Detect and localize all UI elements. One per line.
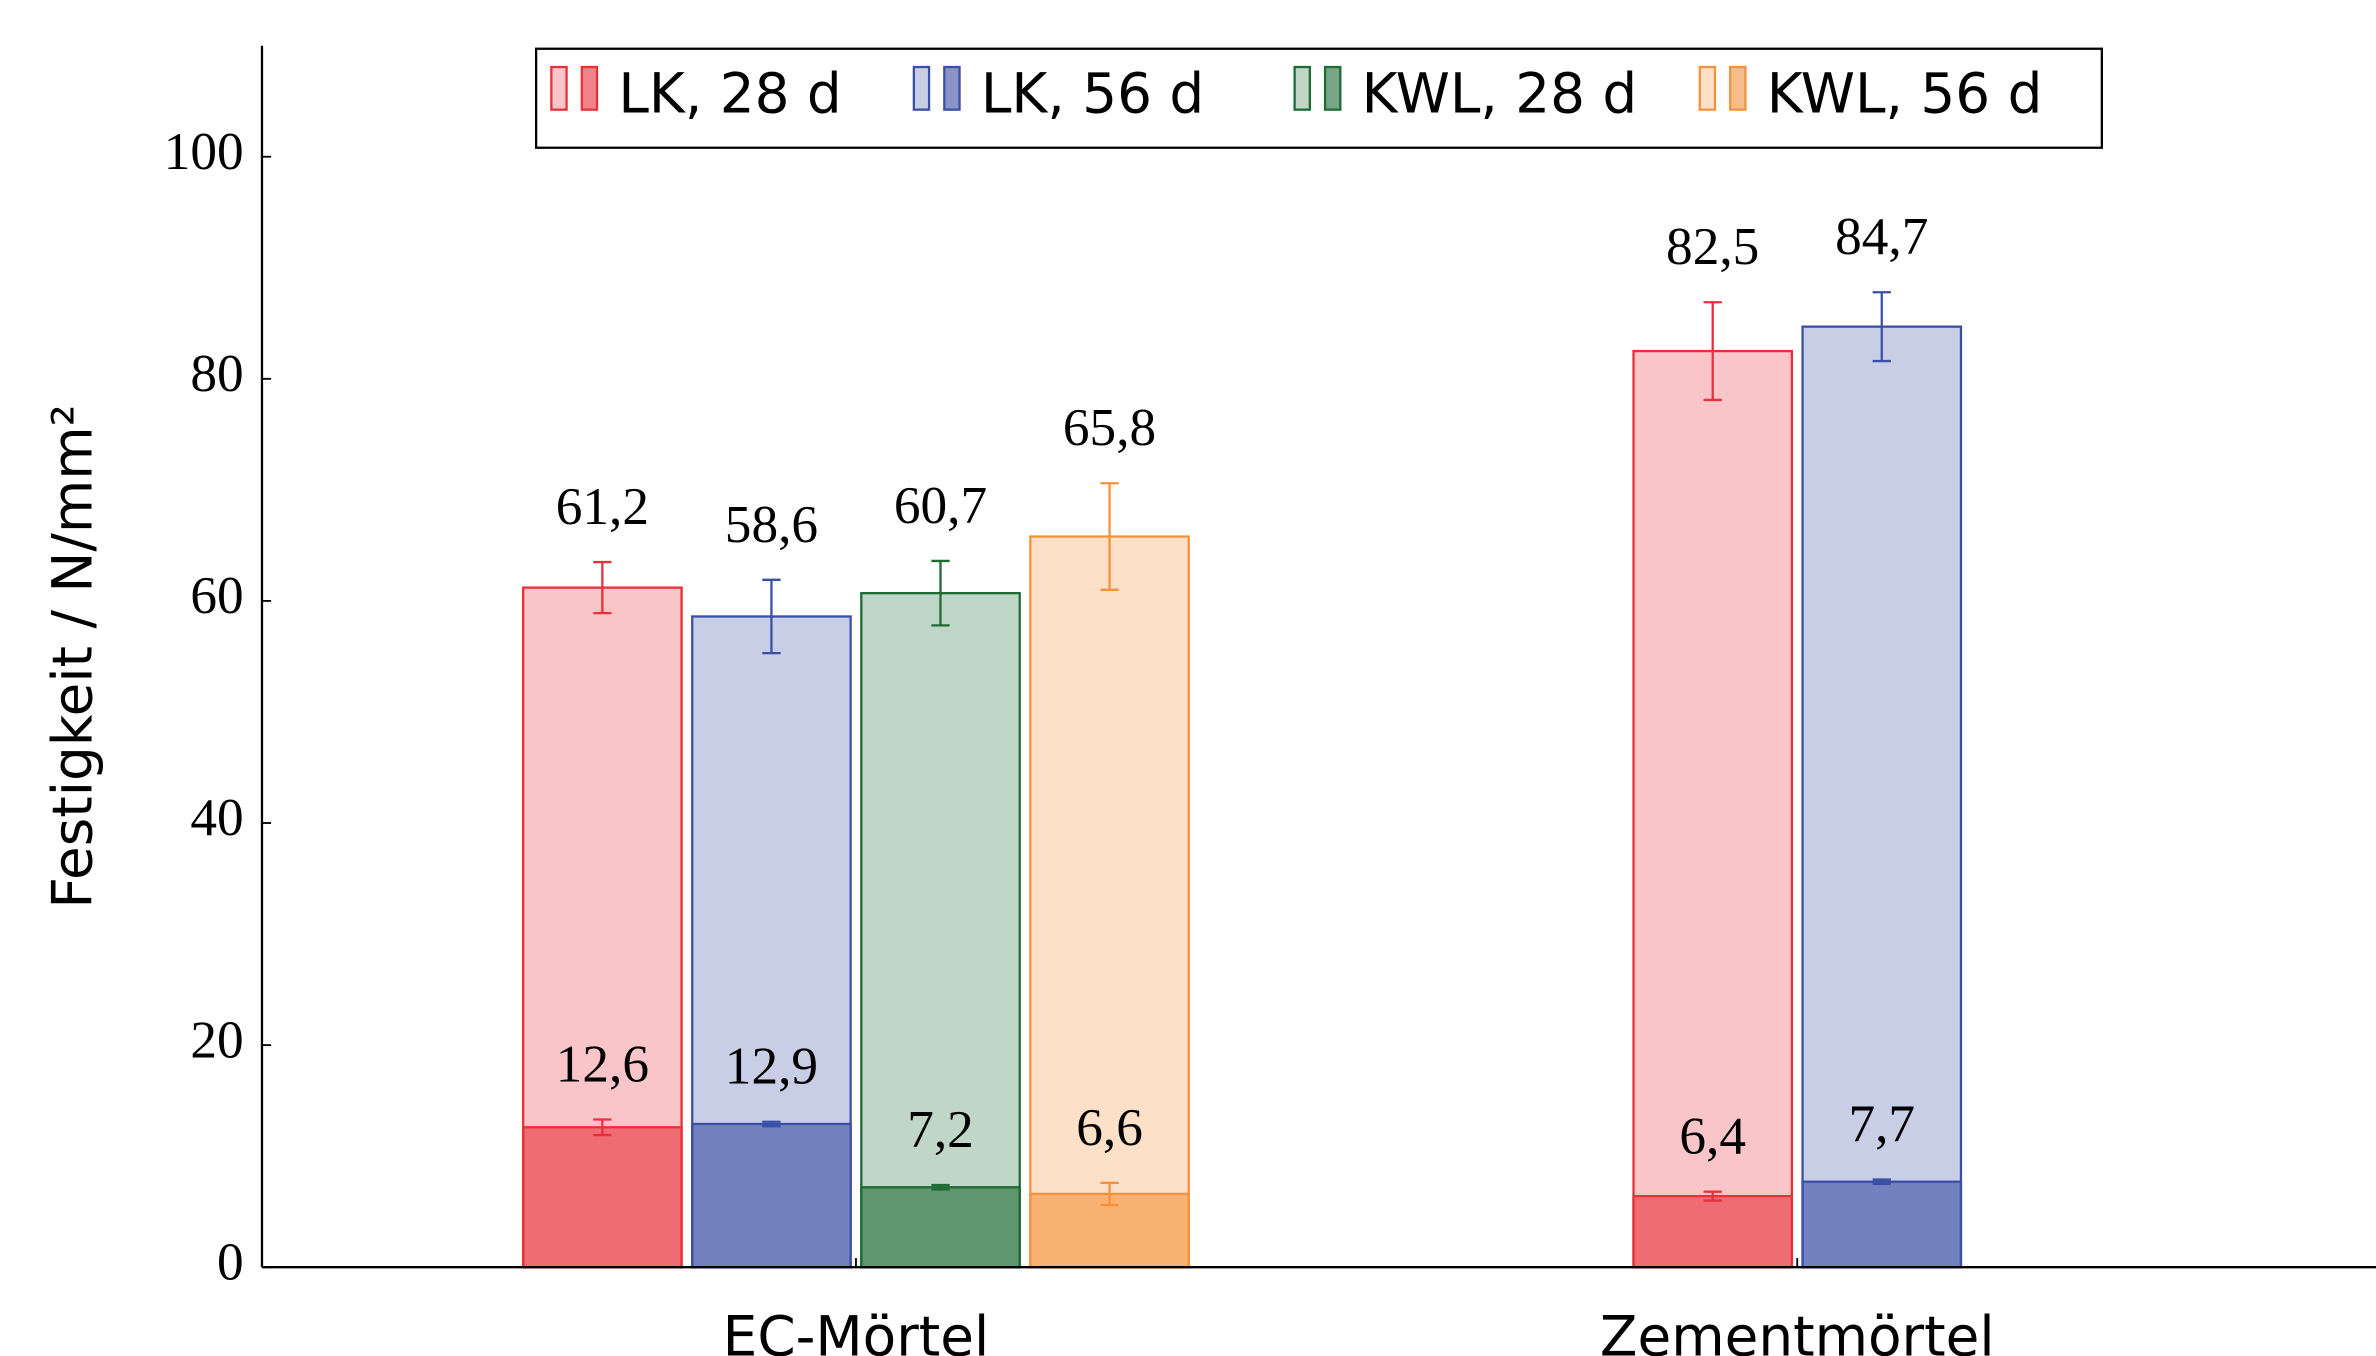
legend: LK, 28 d LK, 56 d KWL, 28 d KWL, 56 d [534,47,2103,149]
error-bar [1703,1190,1722,1202]
value-label: 61,2 [556,477,649,536]
legend-swatch [1729,65,1747,111]
error-bar [931,559,950,627]
error-bar [1100,482,1119,591]
bar [1632,1194,1794,1269]
error-bar [1100,1181,1119,1207]
legend-swatch [943,65,961,111]
bar [1029,535,1190,1269]
value-label: 12,6 [556,1034,649,1093]
bar [691,1122,852,1269]
error-bar [593,1118,612,1137]
value-label: 65,8 [1063,398,1156,457]
y-tick-label: 100 [164,122,244,181]
legend-swatch [550,65,568,111]
y-tick-label: 40 [190,788,243,847]
bar [860,1186,1021,1269]
value-label: 58,6 [725,495,818,554]
y-tick-label: 80 [190,344,243,403]
legend-label: LK, 28 d [618,62,841,126]
error-bar [1703,301,1722,402]
y-tick-label: 0 [217,1232,244,1291]
value-label: 6,4 [1679,1107,1746,1166]
error-bar [1872,1178,1891,1186]
value-label: 12,9 [725,1037,818,1096]
legend-label: KWL, 56 d [1767,62,2043,126]
value-label: 7,2 [907,1100,974,1159]
value-label: 84,7 [1835,207,1928,266]
y-tick-label: 20 [190,1010,243,1069]
legend-swatch [1293,65,1311,111]
legend-box [534,47,2103,149]
legend-swatch [580,65,599,111]
error-bar [762,578,781,655]
value-label: 82,5 [1666,217,1759,276]
legend-label: KWL, 28 d [1362,62,1638,126]
error-bar [1872,291,1891,363]
x-tick-label: Zementmörtel [1600,1304,1995,1356]
y-tick-label: 60 [190,566,243,625]
error-bar [593,560,612,615]
bar [1801,1180,1963,1269]
bar [860,592,1021,1269]
value-label: 7,7 [1848,1094,1915,1153]
legend-swatch [1698,65,1717,111]
value-label: 60,7 [894,476,987,535]
bar [1632,349,1794,1269]
error-bar [762,1120,781,1128]
bar [522,1126,683,1269]
y-axis-label: Festigkeit / N/mm² [40,404,104,908]
error-bar [931,1183,950,1191]
legend-label: LK, 56 d [981,62,1204,126]
value-label: 6,6 [1076,1098,1143,1157]
legend-swatch [912,65,931,111]
x-tick-label: EC-Mörtel [723,1304,990,1356]
legend-swatch [1323,65,1342,111]
